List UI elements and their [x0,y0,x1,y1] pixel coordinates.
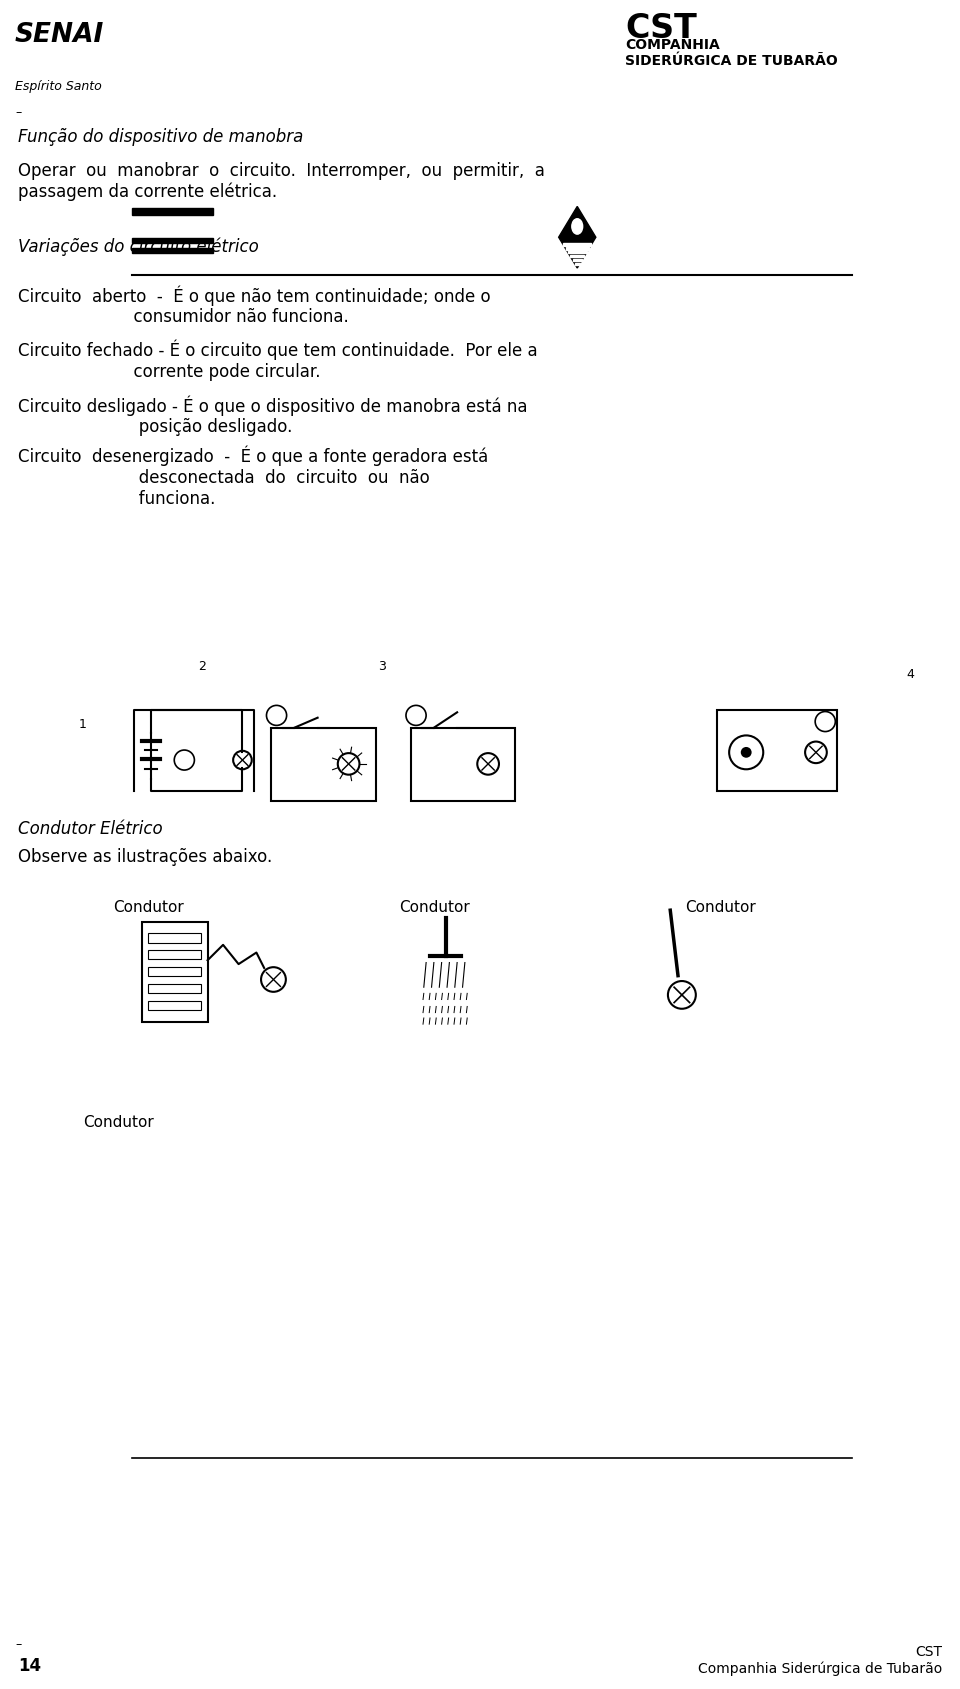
Bar [575,263,580,265]
Circle shape [175,750,194,770]
Text: Condutor: Condutor [399,900,470,914]
Bar [565,248,588,250]
Bar [148,985,202,993]
Bar [132,238,213,245]
Polygon shape [559,208,596,269]
Bar [411,728,516,801]
Text: 2: 2 [198,660,206,674]
Text: Variações do circuito elétrico: Variações do circuito elétrico [18,238,259,257]
Text: Circuito  desenergizado  -  É o que a fonte geradora está
                      : Circuito desenergizado - É o que a fonte… [18,446,489,508]
Text: 4: 4 [906,669,914,681]
Text: Circuito fechado - É o circuito que tem continuidade.  Por ele a
               : Circuito fechado - É o circuito que tem … [18,339,538,382]
Circle shape [815,713,835,731]
Bar [564,245,591,247]
Circle shape [406,706,426,726]
Text: Função do dispositivo de manobra: Função do dispositivo de manobra [18,128,303,145]
Bar [148,1002,202,1010]
Text: Circuito desligado - É o que o dispositivo de manobra está na
                  : Circuito desligado - É o que o dispositi… [18,395,527,436]
Bar [148,934,202,942]
Bar [568,252,587,255]
Text: 1: 1 [79,718,87,731]
Text: –: – [15,106,21,118]
Text: Espírito Santo: Espírito Santo [15,79,102,93]
Bar [570,255,585,258]
Circle shape [267,706,287,726]
Bar [142,922,207,1022]
Text: Condutor Elétrico: Condutor Elétrico [18,819,162,838]
Text: 14: 14 [18,1655,41,1674]
Text: –: – [15,1637,21,1650]
Ellipse shape [572,220,583,235]
Text: SIDERÚRGICA DE TUBARÃO: SIDERÚRGICA DE TUBARÃO [625,54,838,68]
Bar [717,711,837,792]
Bar [132,209,213,216]
Text: CST
Companhia Siderúrgica de Tubarão: CST Companhia Siderúrgica de Tubarão [698,1643,942,1675]
Bar [148,951,202,959]
Bar [271,728,375,801]
Text: Operar  ou  manobrar  o  circuito.  Interromper,  ou  permitir,  a
passagem da c: Operar ou manobrar o circuito. Interromp… [18,162,545,201]
Text: Circuito  aberto  -  É o que não tem continuidade; onde o
                      : Circuito aberto - É o que não tem contin… [18,285,491,326]
Bar [148,968,202,976]
Bar [132,248,213,255]
Text: 3: 3 [378,660,386,674]
Text: Condutor: Condutor [112,900,183,914]
Text: Condutor: Condutor [684,900,756,914]
Text: SENAI: SENAI [15,22,105,47]
Circle shape [741,748,752,758]
Text: CST: CST [625,12,697,46]
Bar [572,260,582,262]
Text: Condutor: Condutor [83,1115,154,1130]
Text: Observe as ilustrações abaixo.: Observe as ilustrações abaixo. [18,848,273,865]
Text: COMPANHIA: COMPANHIA [625,37,720,52]
